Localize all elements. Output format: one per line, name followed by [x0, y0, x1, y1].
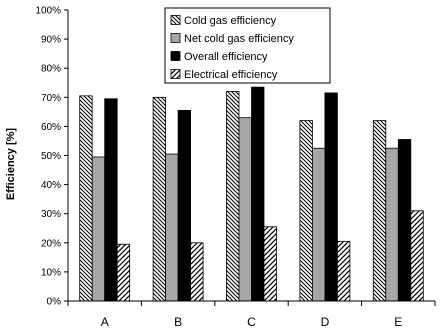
bar-B-electrical-efficiency [190, 242, 204, 302]
y-tick-label: 80% [41, 64, 61, 75]
bar-C-electrical-efficiency [263, 226, 277, 302]
bar-E-net-cold-gas-efficiency [385, 147, 399, 302]
x-category-label: E [394, 315, 402, 329]
bar-C-overall-efficiency [251, 86, 265, 302]
bar-E-cold-gas-efficiency [372, 120, 387, 302]
bar-B-overall-efficiency [177, 109, 192, 302]
y-axis-label: Efficiency [%] [5, 128, 17, 200]
legend-label: Cold gas efficiency [184, 15, 277, 27]
y-tick-label: 50% [41, 151, 61, 162]
legend-label: Overall efficiency [184, 51, 268, 63]
legend: Cold gas efficiency Net cold gas efficien… [164, 7, 331, 84]
y-tick-label: 30% [41, 209, 61, 220]
y-tick-label: 10% [41, 267, 61, 278]
x-category-label: D [321, 315, 330, 329]
x-category-label: B [174, 315, 182, 329]
legend-label: Electrical efficiency [184, 69, 278, 81]
bar-B-cold-gas-efficiency [152, 96, 167, 302]
y-tick-label: 20% [41, 238, 61, 249]
bars-group [79, 86, 424, 302]
bar-D-overall-efficiency [324, 92, 338, 302]
bar-E-overall-efficiency [397, 139, 412, 302]
legend-swatch [170, 33, 181, 43]
legend-box [164, 7, 331, 84]
legend-label: Net cold gas efficiency [184, 33, 294, 45]
x-category-label: C [247, 315, 256, 329]
bar-D-electrical-efficiency [336, 240, 351, 302]
y-tick-label: 90% [41, 35, 61, 46]
bar-C-net-cold-gas-efficiency [238, 117, 252, 302]
legend-swatch [170, 15, 181, 25]
axes [67, 10, 436, 306]
x-category-label: A [101, 315, 109, 329]
bar-B-net-cold-gas-efficiency [165, 153, 179, 302]
bar-D-net-cold-gas-efficiency [311, 147, 326, 302]
bar-C-cold-gas-efficiency [226, 91, 240, 302]
legend-swatch [170, 51, 181, 61]
y-tick-label: 100% [35, 6, 61, 17]
bar-A-cold-gas-efficiency [79, 95, 93, 302]
y-tick-label: 40% [41, 180, 61, 191]
bar-A-net-cold-gas-efficiency [91, 156, 106, 302]
bar-E-electrical-efficiency [410, 210, 424, 302]
x-axis-category-labels: A B C D E [101, 315, 403, 329]
y-axis-ticks: 0% 10% 20% 30% 40% 50% 60% 70% 80% 90% 100% [35, 6, 68, 308]
bar-A-overall-efficiency [104, 98, 118, 302]
legend-swatch [170, 69, 181, 79]
bar-A-electrical-efficiency [116, 243, 131, 302]
y-tick-label: 0% [47, 297, 62, 308]
y-tick-label: 70% [41, 93, 61, 104]
y-tick-label: 60% [41, 122, 61, 133]
bar-D-cold-gas-efficiency [299, 120, 313, 302]
